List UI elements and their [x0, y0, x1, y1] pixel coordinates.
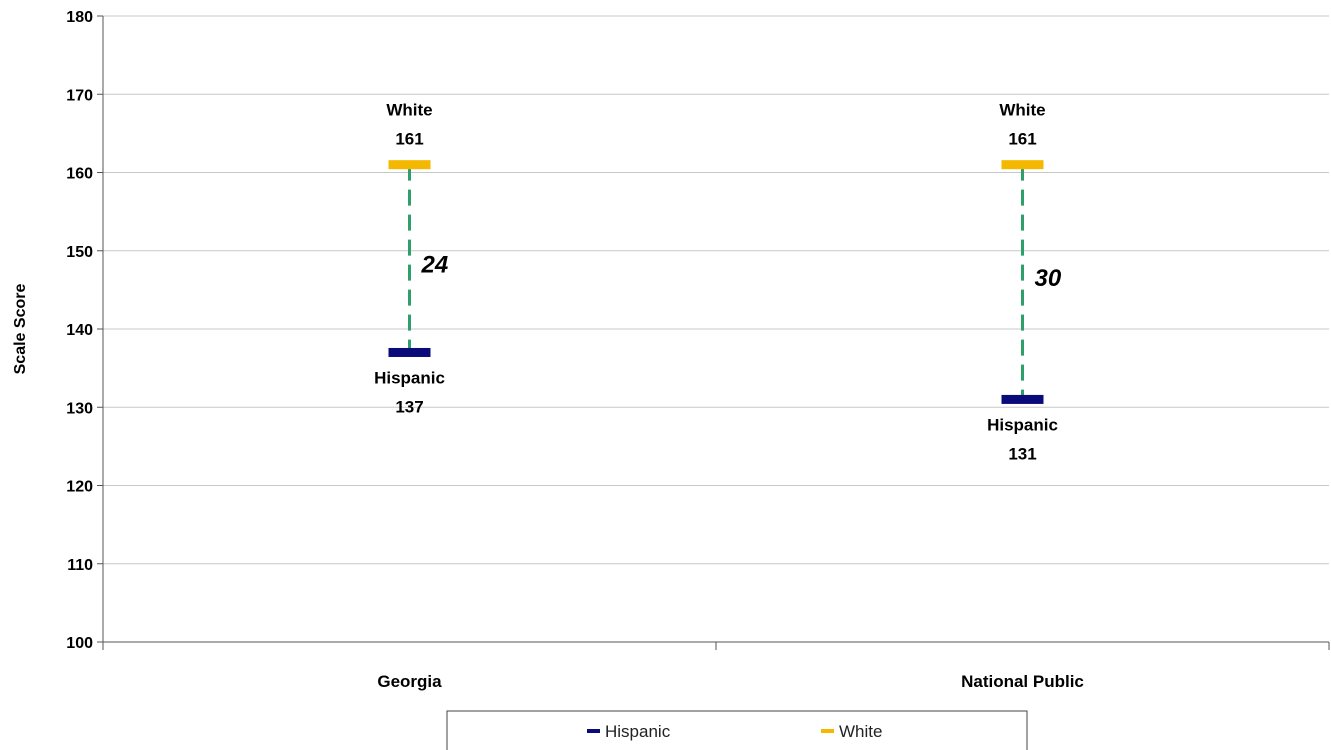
- axes: 100 110 120 130 140 150 160 170 180 Georgia Nation…: [66, 9, 1330, 691]
- y-tick-label: 100: [66, 635, 93, 652]
- hispanic-score-marker: [1001, 394, 1044, 404]
- data-marks: [388, 160, 1044, 404]
- hispanic-group-label: Hispanic: [374, 368, 445, 387]
- y-tick-label: 170: [66, 87, 93, 104]
- gap-value-label: 24: [421, 252, 449, 279]
- data-labels: White 161 Hispanic 137 24 White 161 Hispanic 131…: [374, 101, 1062, 464]
- legend-label: Hispanic: [605, 722, 671, 741]
- white-group-label: White: [386, 101, 432, 120]
- white-group-label: White: [999, 101, 1045, 120]
- gap-value-label: 30: [1035, 265, 1062, 292]
- legend-swatch: [821, 729, 834, 733]
- y-tick-label: 140: [66, 322, 93, 339]
- hispanic-score-label: 137: [395, 397, 423, 416]
- x-category-label: National Public: [961, 672, 1084, 691]
- y-tick-label: 160: [66, 166, 93, 183]
- legend: Hispanic White: [446, 710, 1028, 750]
- hispanic-score-label: 131: [1008, 444, 1036, 463]
- white-score-label: 161: [1008, 130, 1036, 149]
- legend-label: White: [839, 722, 882, 741]
- y-tick-label: 120: [66, 479, 93, 496]
- hispanic-score-marker: [388, 347, 431, 357]
- y-tick-label: 110: [67, 557, 93, 574]
- y-tick-label: 150: [66, 244, 93, 261]
- y-tick-label: 130: [66, 400, 93, 417]
- white-score-marker: [388, 160, 431, 170]
- gridlines: [103, 15, 1329, 565]
- y-tick-label: 180: [66, 9, 93, 26]
- hispanic-group-label: Hispanic: [987, 415, 1058, 434]
- legend-swatch: [587, 729, 600, 733]
- white-score-marker: [1001, 160, 1044, 170]
- x-category-label: Georgia: [377, 672, 442, 691]
- white-score-label: 161: [395, 130, 423, 149]
- legend-box: [446, 710, 1028, 750]
- y-axis-title: Scale Score: [12, 284, 29, 375]
